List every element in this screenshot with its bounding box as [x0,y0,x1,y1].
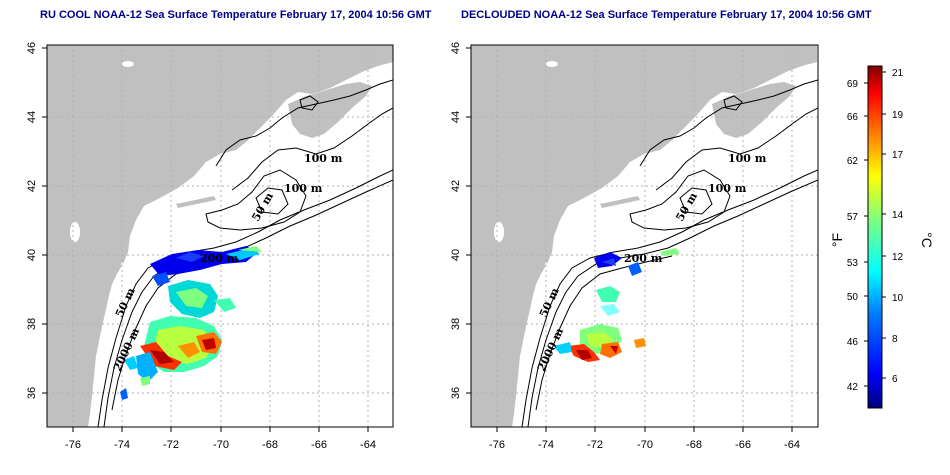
fahrenheit-tick-label: 53 [847,258,859,269]
celsius-tick-label: 17 [892,150,904,161]
fahrenheit-tick-label: 57 [847,212,859,223]
chesapeake-bay [106,290,116,338]
y-tick-label: 38 [26,318,38,330]
x-tick-label: -68 [262,439,278,451]
fahrenheit-tick-label: 50 [847,292,859,303]
map-frame [46,44,394,428]
celsius-tick-label: 12 [892,252,904,263]
x-tick-label: -76 [65,439,81,451]
left-panel-title: RU COOL NOAA-12 Sea Surface Temperature … [40,9,432,21]
x-tick-label: -64 [360,439,376,451]
lake [122,61,134,67]
celsius-tick-label: 19 [892,110,904,121]
contour-label: 100 m [728,152,767,165]
contour-label: 100 m [304,152,343,165]
contour-label: 100 m [708,182,747,195]
colorbar-ticks [864,71,886,387]
x-tick-label: -74 [538,439,554,451]
contour-label: 200 m [624,252,663,265]
fahrenheit-tick-label: 62 [847,156,859,167]
sst-data-right [554,248,680,362]
x-tick-label: -72 [587,439,603,451]
y-tick-label: 36 [26,387,38,399]
chesapeake-bay [530,290,540,338]
y-tick-label: 46 [450,42,462,54]
right-panel-title: DECLOUDED NOAA-12 Sea Surface Temperatur… [461,9,872,21]
y-tick-label: 38 [450,318,462,330]
x-tick-label: -70 [637,439,653,451]
fahrenheit-tick-label: 66 [847,112,859,123]
celsius-tick-label: 21 [892,68,904,79]
temperature-colorbar: 69 66 62 57 53 50 46 42 21 19 17 14 12 1… [829,65,935,409]
celsius-tick-label: 14 [892,210,904,221]
x-tick-label: -64 [784,439,800,451]
y-tick-label: 46 [26,42,38,54]
y-tick-label: 44 [26,111,38,123]
y-tick-label: 42 [450,180,462,192]
y-tick-label: 42 [26,180,38,192]
contour-label: 200 m [200,252,239,265]
lake [70,222,80,242]
sst-data-left [120,246,262,400]
y-tick-label: 44 [450,111,462,123]
right-map-panel: 100 m 100 m 50 m 200 m 50 m 2000 m -76 -… [450,42,819,451]
contour-label: 100 m [284,182,323,195]
left-map-panel: 100 m 100 m 50 m 200 m 50 m 2000 m -76 -… [26,42,394,451]
celsius-tick-label: 10 [892,293,904,304]
x-tick-label: -66 [735,439,751,451]
lake [494,222,504,242]
fahrenheit-tick-label: 46 [847,337,859,348]
x-tick-label: -74 [114,439,130,451]
fahrenheit-tick-label: 69 [847,79,859,90]
long-island [600,196,640,208]
long-island [176,196,216,208]
fahrenheit-unit-label: °F [829,233,845,247]
x-tick-label: -68 [686,439,702,451]
x-tick-label: -76 [489,439,505,451]
lake [546,61,558,67]
axis-ticks [466,47,793,432]
fahrenheit-tick-label: 42 [847,382,859,393]
y-tick-label: 36 [450,387,462,399]
celsius-unit-label: °C [919,232,935,248]
celsius-tick-label: 6 [892,374,898,385]
x-tick-label: -66 [311,439,327,451]
y-tick-label: 40 [26,249,38,261]
axis-ticks [42,47,369,432]
celsius-tick-label: 8 [892,334,898,345]
x-tick-label: -70 [213,439,229,451]
x-tick-label: -72 [163,439,179,451]
land-mass [471,45,817,427]
y-tick-label: 40 [450,249,462,261]
land-mass [47,45,393,427]
colorbar-gradient [867,65,883,409]
